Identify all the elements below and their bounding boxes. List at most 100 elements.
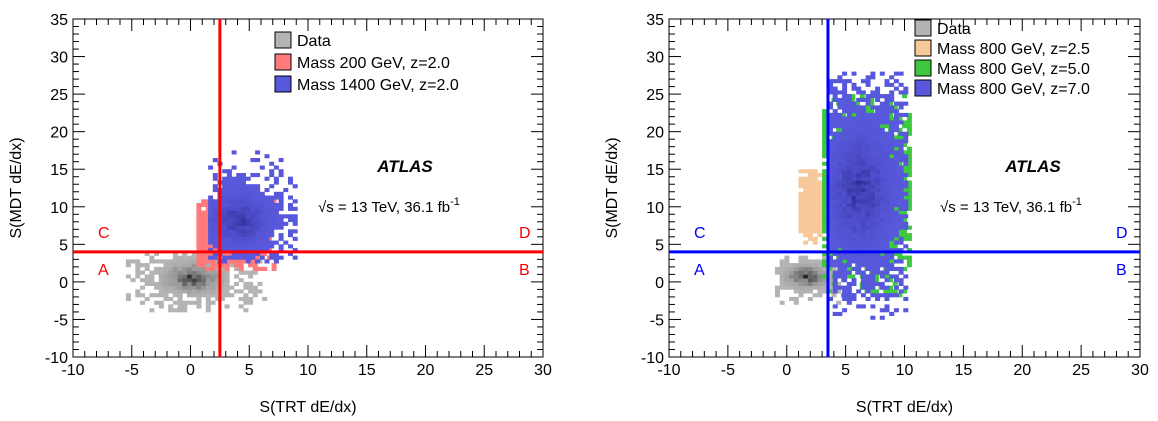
histogram-cell xyxy=(879,315,885,320)
histogram-cell xyxy=(822,180,828,185)
histogram-cell xyxy=(851,225,857,230)
histogram-cell xyxy=(789,278,795,283)
histogram-cell xyxy=(803,274,809,279)
histogram-cell xyxy=(906,165,912,170)
histogram-cell xyxy=(177,274,183,279)
histogram-cell xyxy=(846,173,852,178)
histogram-cell xyxy=(832,112,838,117)
histogram-cell xyxy=(168,308,174,313)
histogram-cell xyxy=(884,203,890,208)
histogram-cell xyxy=(798,195,804,200)
histogram-cell xyxy=(846,293,852,298)
histogram-cell xyxy=(870,266,876,271)
histogram-cell xyxy=(851,218,857,223)
histogram-cell xyxy=(837,274,843,279)
histogram-cell xyxy=(897,116,903,121)
histogram-cell xyxy=(889,210,895,215)
histogram-cell xyxy=(817,210,823,215)
histogram-cell xyxy=(837,229,843,234)
histogram-cell xyxy=(875,214,881,219)
histogram-cell xyxy=(832,116,838,121)
histogram-cell xyxy=(231,165,237,170)
histogram-cell xyxy=(892,281,898,286)
histogram-cell xyxy=(163,270,169,275)
histogram-cell xyxy=(884,240,890,245)
legend-swatch xyxy=(914,59,932,77)
histogram-cell xyxy=(897,161,903,166)
histogram-cell xyxy=(851,82,857,87)
histogram-cell xyxy=(196,240,202,245)
histogram-cell xyxy=(906,191,912,196)
histogram-cell xyxy=(889,131,895,136)
histogram-cell xyxy=(875,97,881,102)
histogram-cell xyxy=(201,244,207,249)
histogram-cell xyxy=(822,289,828,294)
histogram-cell xyxy=(288,195,293,200)
histogram-cell xyxy=(252,270,258,275)
histogram-cell xyxy=(860,112,866,117)
histogram-cell xyxy=(775,270,780,275)
histogram-cell xyxy=(875,135,881,140)
histogram-cell xyxy=(789,266,795,271)
histogram-cell xyxy=(884,161,890,166)
histogram-cell xyxy=(264,199,270,204)
histogram-cell xyxy=(292,221,298,226)
histogram-cell xyxy=(187,274,192,279)
histogram-cell xyxy=(163,263,169,268)
histogram-cell xyxy=(846,229,852,234)
histogram-cell xyxy=(798,293,804,298)
histogram-cell xyxy=(259,165,265,170)
histogram-cell xyxy=(846,180,852,185)
histogram-cell xyxy=(231,248,237,253)
histogram-cell xyxy=(875,240,881,245)
histogram-cell xyxy=(812,240,818,245)
histogram-cell xyxy=(172,308,178,313)
histogram-cell xyxy=(292,218,298,223)
histogram-cell xyxy=(875,158,881,163)
histogram-cell xyxy=(822,251,828,256)
histogram-cell xyxy=(288,244,293,249)
histogram-cell xyxy=(893,218,899,223)
histogram-cell xyxy=(832,244,838,249)
histogram-cell xyxy=(832,240,838,245)
histogram-cell xyxy=(803,270,809,275)
histogram-cell xyxy=(832,154,838,159)
histogram-cell xyxy=(889,199,895,204)
histogram-cell xyxy=(884,236,890,241)
histogram-cell xyxy=(812,176,818,181)
histogram-cell xyxy=(212,203,218,208)
histogram-cell xyxy=(832,304,838,309)
histogram-cell xyxy=(196,259,202,264)
histogram-cell xyxy=(846,221,852,226)
histogram-cell xyxy=(837,173,843,178)
histogram-cell xyxy=(807,169,813,174)
histogram-cell xyxy=(140,278,145,283)
histogram-cell xyxy=(870,240,876,245)
histogram-cell xyxy=(865,221,871,226)
histogram-cell xyxy=(870,274,876,279)
histogram-cell xyxy=(212,255,218,260)
histogram-cell xyxy=(832,195,838,200)
histogram-cell xyxy=(879,218,885,223)
histogram-cell xyxy=(803,195,809,200)
histogram-cell xyxy=(851,154,857,159)
histogram-cell xyxy=(798,285,804,290)
histogram-cell xyxy=(238,263,244,268)
histogram-cell xyxy=(884,285,890,290)
histogram-cell xyxy=(812,210,818,215)
histogram-cell xyxy=(856,150,862,155)
histogram-cell xyxy=(798,184,804,189)
histogram-cell xyxy=(893,266,899,271)
histogram-cell xyxy=(822,120,828,125)
histogram-cell xyxy=(222,195,228,200)
energy-lumi-label: √s = 13 TeV, 36.1 fb-1 xyxy=(940,196,1082,216)
histogram-cell xyxy=(803,240,809,245)
histogram-cell xyxy=(856,244,862,249)
histogram-cell xyxy=(870,199,876,204)
x-tick-label: 20 xyxy=(417,362,435,379)
histogram-cell xyxy=(234,274,239,279)
histogram-cell xyxy=(191,255,197,260)
histogram-cells xyxy=(775,71,912,320)
histogram-cell xyxy=(889,161,895,166)
histogram-cell xyxy=(898,281,904,286)
